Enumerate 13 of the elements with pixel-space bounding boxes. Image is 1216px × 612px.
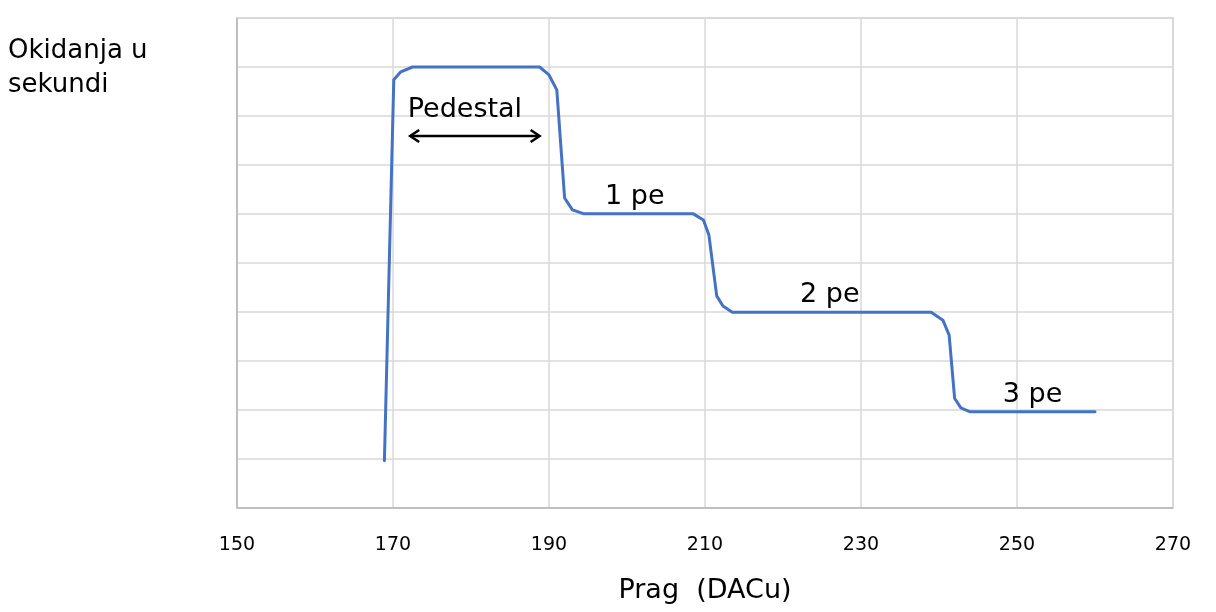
x-axis-title: Prag (DACu) <box>618 573 792 604</box>
y-axis-title: Okidanja u sekundi <box>8 34 148 98</box>
annotation: 3 pe <box>1002 376 1063 408</box>
annotation: Pedestal <box>407 92 523 123</box>
annotation: 2 pe <box>800 277 860 309</box>
annotation: 1 pe <box>605 178 665 210</box>
x-tick-label: 170 <box>374 532 412 554</box>
x-tick-label: 270 <box>1154 532 1192 554</box>
x-tick-label: 250 <box>998 532 1036 554</box>
x-tick-label: 150 <box>218 532 256 554</box>
x-tick-label: 230 <box>842 532 880 554</box>
x-tick-label: 210 <box>686 532 724 554</box>
x-tick-label: 190 <box>530 532 568 554</box>
